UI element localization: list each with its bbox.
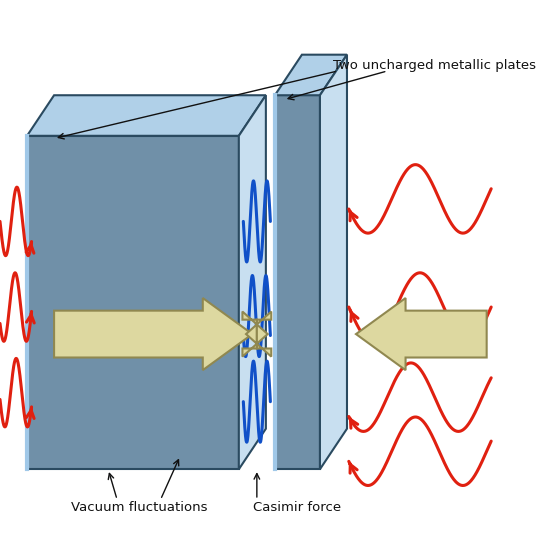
Polygon shape	[27, 136, 239, 469]
Text: Casimir force: Casimir force	[253, 501, 342, 514]
Text: Two uncharged metallic plates: Two uncharged metallic plates	[333, 59, 536, 72]
FancyArrow shape	[356, 298, 487, 370]
Polygon shape	[320, 55, 347, 469]
FancyArrow shape	[242, 311, 268, 357]
FancyArrow shape	[54, 298, 253, 370]
Polygon shape	[275, 95, 320, 469]
Text: Vacuum fluctuations: Vacuum fluctuations	[72, 501, 208, 514]
Polygon shape	[27, 95, 266, 136]
Polygon shape	[239, 95, 266, 469]
Polygon shape	[275, 55, 347, 95]
FancyArrow shape	[246, 311, 271, 357]
